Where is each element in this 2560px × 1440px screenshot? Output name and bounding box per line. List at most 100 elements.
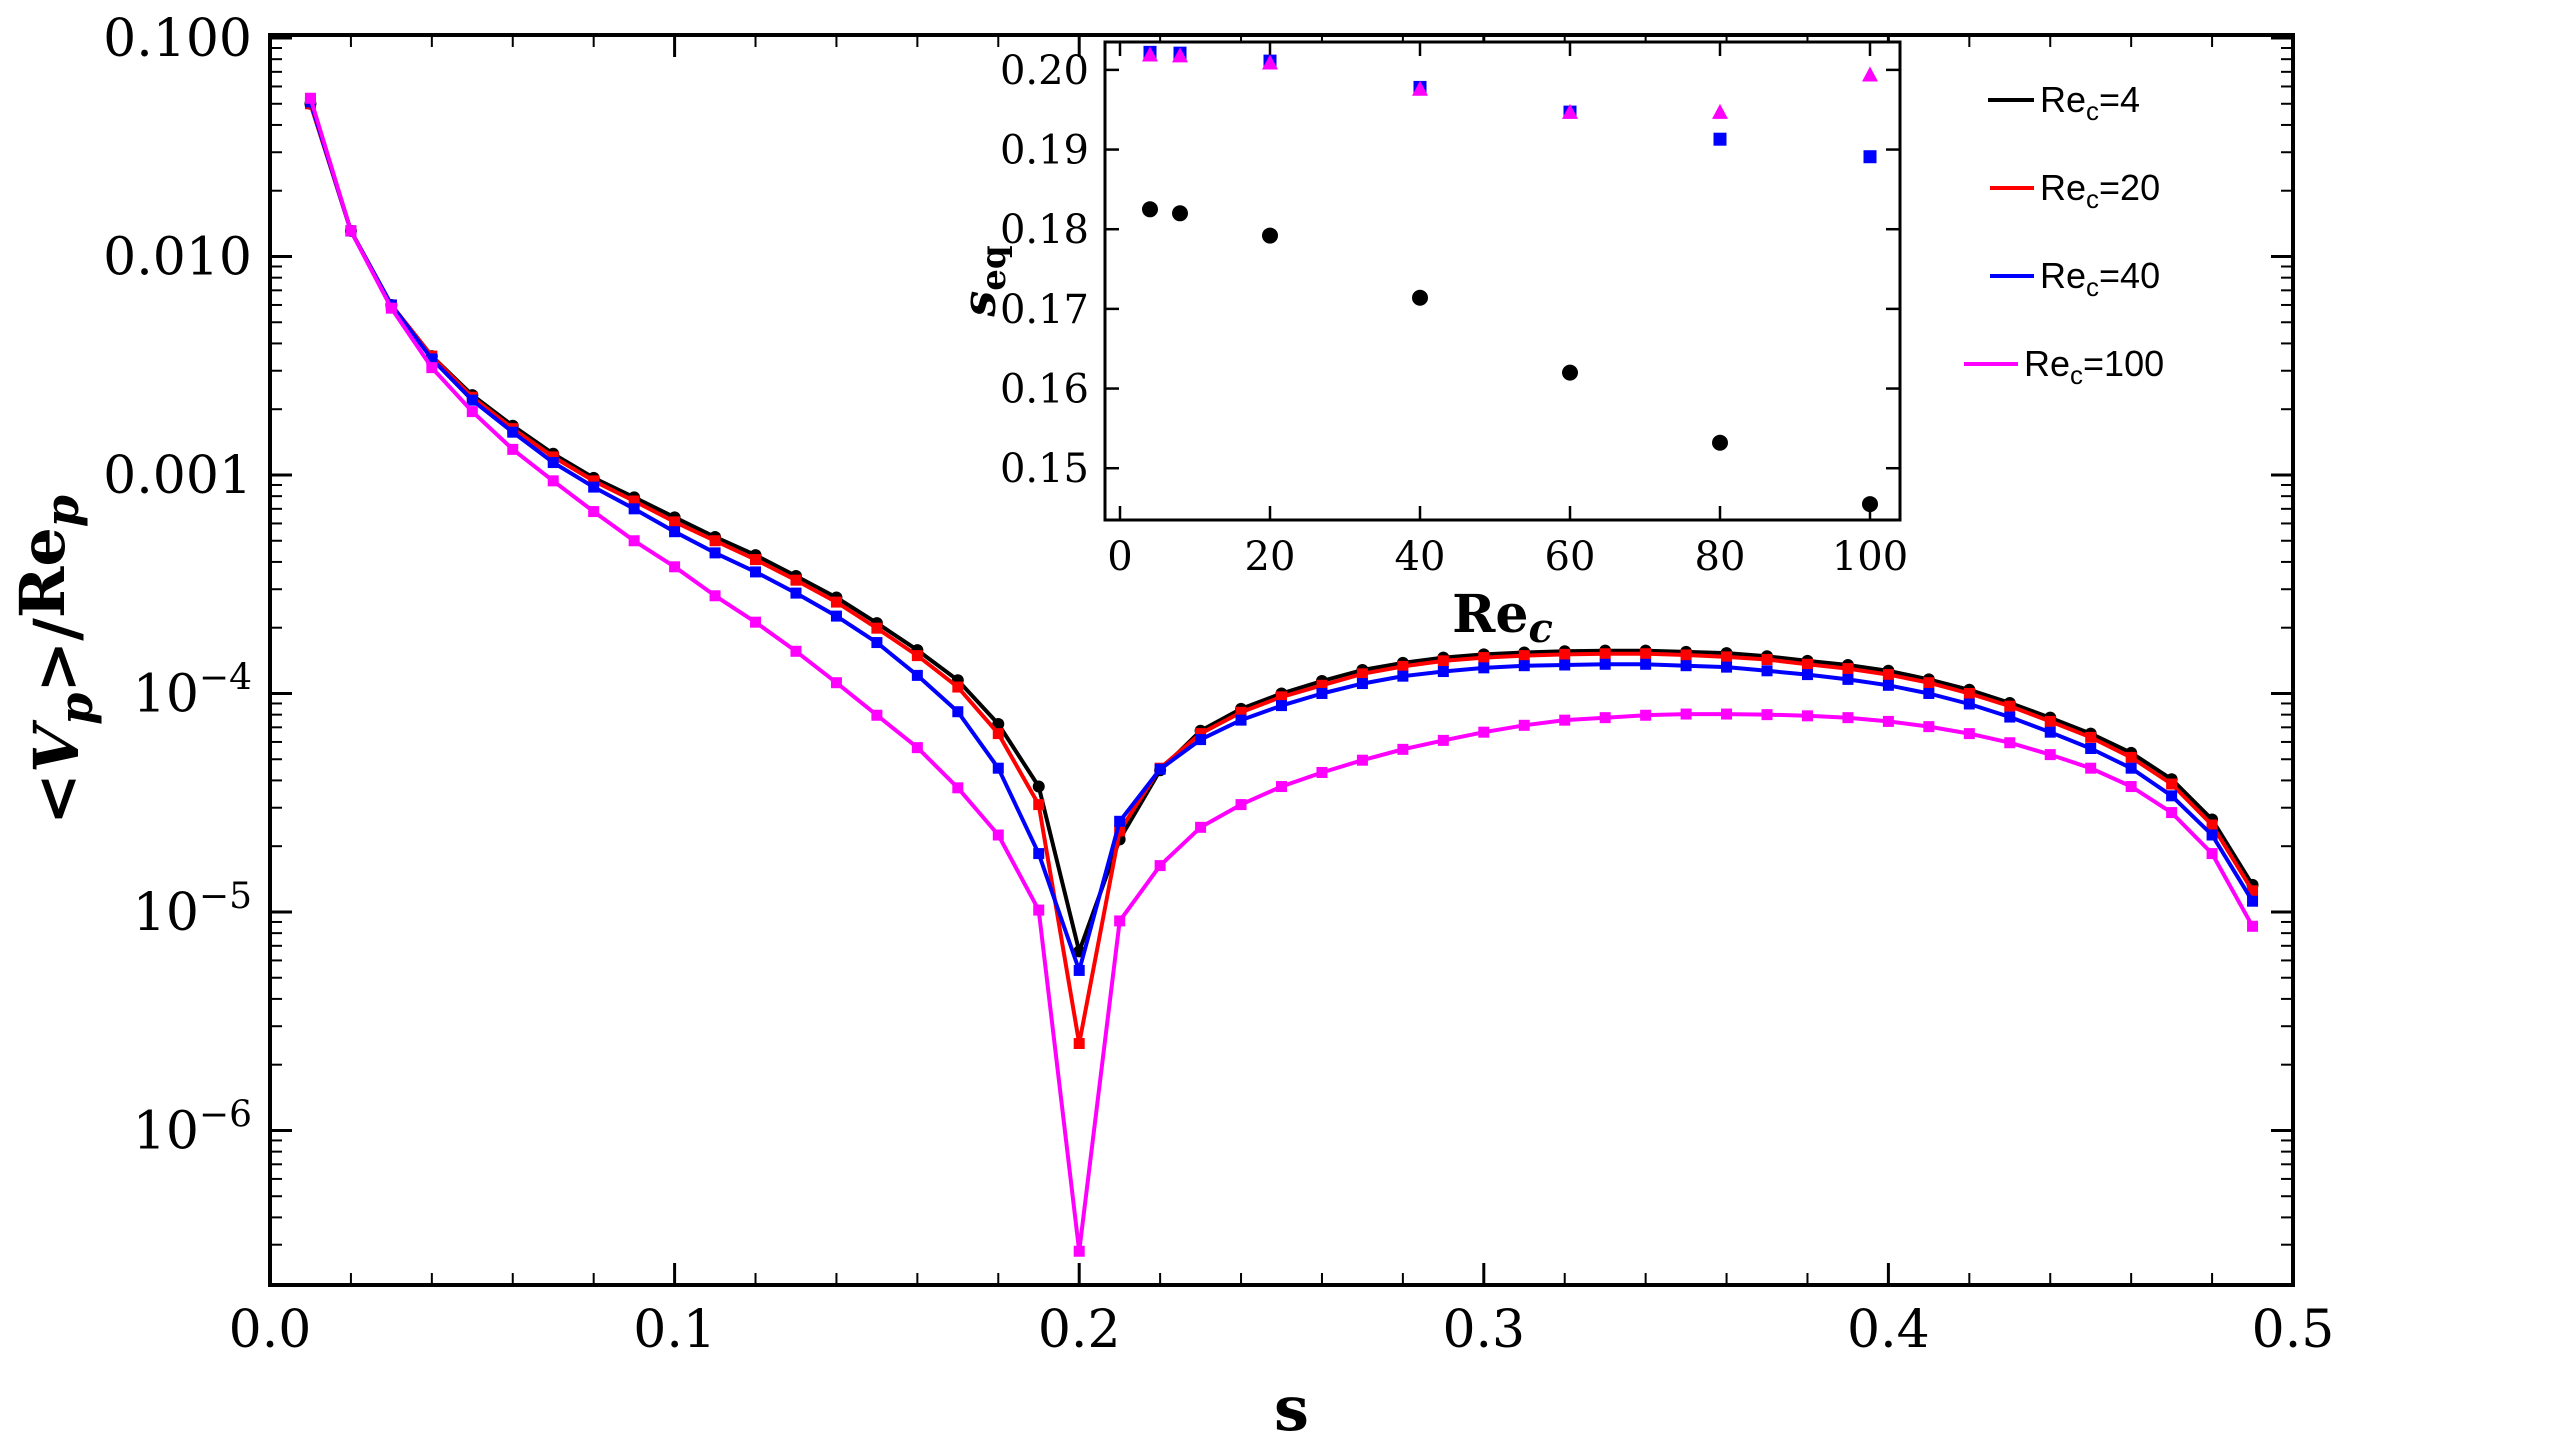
y-tick-label: 10−4 [133,657,252,724]
data-point [1033,848,1045,860]
data-point [1842,663,1854,675]
data-point [2125,751,2137,763]
data-point [871,709,883,721]
x-tick-label: 0.0 [229,1300,312,1360]
x-tick-label: 0.5 [2252,1300,2335,1360]
data-point [1478,726,1490,738]
data-point [2085,731,2097,743]
data-point [750,554,762,566]
data-point [2044,726,2056,738]
legend: Rec=4 Rec=20 Rec=40 Rec=100 [1964,79,2164,390]
data-point [2004,737,2016,749]
inset-y-tick-label: 0.16 [1000,367,1089,413]
data-point [507,443,519,455]
data-point [1235,799,1247,811]
data-point [1518,650,1530,662]
inset-point [1172,205,1188,222]
inset-frame [1103,40,1902,522]
data-point [1923,677,1935,689]
data-point [1437,666,1449,678]
data-point [1721,708,1733,720]
data-point [547,475,559,487]
data-point [709,590,721,602]
data-point [2004,711,2016,723]
data-point [1801,658,1813,670]
data-point [2044,715,2056,727]
data-point [1478,652,1490,664]
data-point [1356,754,1368,766]
data-point [1195,728,1207,740]
data-point [1276,781,1287,793]
data-point [750,566,762,578]
data-point [1721,661,1733,673]
inset-point [1862,496,1878,513]
data-point [911,650,923,662]
data-point [1073,964,1085,976]
legend-label: Rec=100 [2024,343,2164,390]
inset-point [1262,227,1278,244]
data-point [1680,708,1692,720]
data-point [1518,660,1530,672]
data-point [2125,781,2137,793]
inset-x-tick-label: 0 [1107,534,1132,580]
inset-x-tick-label: 20 [1245,534,1296,580]
data-point [1761,665,1773,677]
data-point [952,782,964,794]
legend-entry: Rec=40 [1990,255,2160,302]
data-point [1032,780,1045,793]
data-point [547,457,559,469]
data-point [1276,700,1287,712]
data-point [588,475,600,487]
data-point [1397,670,1409,682]
data-point [2166,778,2178,790]
legend-entry: Rec=4 [1988,79,2140,126]
y-tick-label: 10−5 [133,876,252,943]
data-point [992,762,1004,774]
data-point [790,574,802,586]
data-point [750,616,762,628]
data-point [1923,687,1935,699]
y-tick-label: 0.001 [103,446,252,506]
inset-x-tick-label: 60 [1545,534,1596,580]
data-point [2206,819,2218,831]
data-point [1316,766,1328,778]
data-point [1114,915,1126,927]
inset-y-tick-label: 0.19 [1000,128,1089,174]
x-tick-label: 0.3 [1442,1300,1525,1360]
inset-point [1712,434,1728,451]
data-point [1073,1038,1085,1050]
inset-point [1172,47,1188,63]
data-point [1842,712,1854,724]
data-point [1397,743,1409,755]
inset-x-tick-label: 40 [1395,534,1446,580]
data-point [1154,763,1166,775]
data-point [1316,679,1328,691]
data-point [1559,714,1571,726]
data-point [1356,678,1368,690]
data-point [426,353,438,365]
y-tick-label: 10−6 [133,1094,252,1161]
x-tick-label: 0.2 [1038,1300,1121,1360]
inset-x-axis-title: Rec [1452,584,1553,652]
data-point [1882,669,1894,681]
data-point [1033,799,1045,811]
inset-point [1412,289,1428,306]
data-point [871,637,883,649]
data-point [1195,821,1207,833]
inset-plot: 0 20 40 60 80 100 0.15 0.16 0.17 0.18 0.19 0.20 Rec s… [952,40,1908,652]
data-point [1640,709,1652,721]
series-re-c-100 [304,92,2259,1257]
data-point [1640,658,1652,670]
data-point [304,92,316,104]
data-point [2125,762,2137,774]
data-point [871,622,883,634]
data-point [426,362,438,374]
data-point [1316,687,1328,699]
data-point [2004,700,2016,712]
data-point [1235,706,1247,718]
series-re-c-40 [304,96,2259,976]
data-point [2206,829,2218,841]
data-point [507,426,519,438]
data-point [2247,895,2259,907]
data-point [628,495,640,507]
